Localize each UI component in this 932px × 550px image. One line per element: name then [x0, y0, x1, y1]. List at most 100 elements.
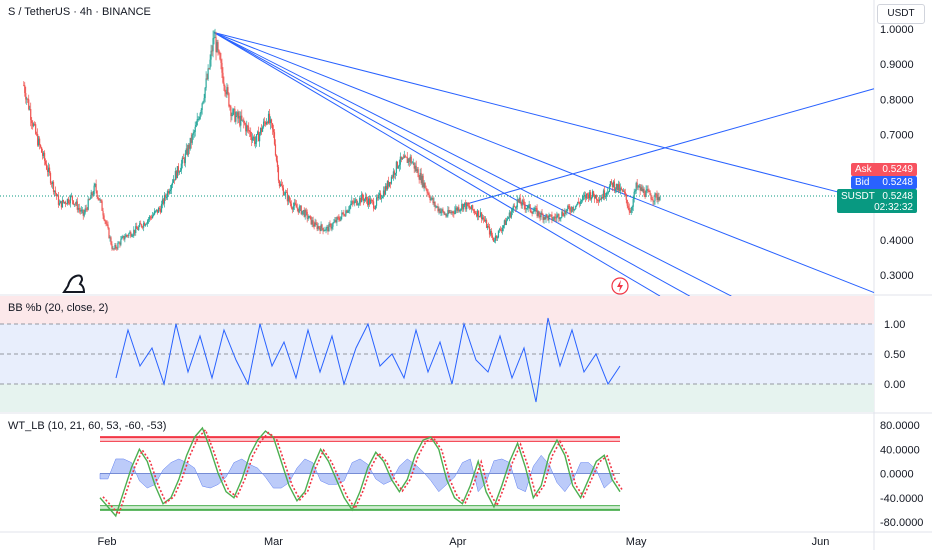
candle-body	[493, 240, 496, 242]
candle-body	[250, 131, 252, 137]
candle-body	[396, 161, 398, 168]
candle-body	[479, 216, 481, 218]
candle-body	[515, 207, 517, 209]
candle-body	[159, 209, 162, 213]
candle-body	[330, 223, 332, 229]
candle-body	[588, 194, 590, 199]
candle-body	[392, 171, 394, 178]
candle-body	[33, 124, 35, 127]
candle-body	[358, 203, 360, 205]
candle-body	[544, 217, 546, 220]
candle-body	[28, 99, 30, 110]
candle-body	[615, 183, 617, 190]
candle-body	[534, 208, 536, 211]
candle-body	[196, 119, 198, 126]
candle-body	[419, 172, 421, 180]
candle-body	[140, 223, 142, 225]
candle-body	[307, 218, 309, 219]
candle-body	[514, 206, 516, 209]
candle-body	[120, 239, 122, 245]
candle-body	[363, 197, 365, 202]
candle-body	[353, 202, 355, 204]
candle-body	[608, 186, 611, 192]
candle-body	[246, 125, 248, 132]
candle-body	[311, 220, 313, 225]
candle-body	[300, 206, 302, 215]
candle-body	[179, 170, 181, 172]
candle-body	[638, 185, 640, 187]
candle-body	[316, 224, 318, 230]
candle-body	[644, 195, 646, 197]
candle-body	[234, 108, 236, 122]
candle-body	[647, 189, 649, 192]
candle-body	[499, 229, 502, 231]
candle-body	[111, 244, 113, 249]
candle-body	[285, 191, 287, 193]
candle-body	[427, 192, 429, 194]
candle-body	[34, 124, 36, 125]
candle-body	[67, 198, 69, 203]
candle-body	[346, 210, 348, 213]
candle-body	[215, 37, 217, 53]
candle-body	[203, 98, 205, 102]
candle-body	[580, 201, 582, 204]
candle-body	[278, 180, 281, 187]
candle-body	[132, 234, 134, 236]
candle-body	[415, 165, 417, 172]
candle-body	[531, 212, 533, 214]
candle-body	[444, 214, 446, 215]
candle-body	[314, 222, 316, 227]
bb-panel-title: BB %b (20, close, 2)	[8, 302, 109, 314]
candle-body	[293, 202, 295, 207]
candle-body	[323, 230, 325, 232]
candle-body	[394, 173, 396, 175]
candle-body	[450, 212, 452, 213]
candle-body	[637, 186, 639, 188]
candle-body	[263, 121, 266, 123]
candle-body	[126, 234, 128, 236]
candle-body	[428, 193, 430, 198]
candle-body	[578, 201, 580, 203]
candle-body	[208, 68, 210, 70]
candle-body	[634, 190, 636, 192]
last-label: SUSDT	[841, 191, 875, 202]
candle-body	[134, 229, 136, 233]
candle-body	[261, 127, 264, 132]
candle-body	[398, 164, 400, 167]
candle-body	[210, 50, 212, 60]
candle-body	[274, 144, 277, 156]
candle-body	[198, 118, 200, 120]
candle-body	[188, 145, 190, 149]
candle-body	[399, 156, 401, 165]
candle-body	[249, 131, 251, 132]
candle-body	[607, 191, 610, 193]
candle-body	[648, 191, 650, 192]
candle-body	[567, 205, 569, 210]
candle-body	[472, 205, 474, 210]
wt-diff-area	[99, 454, 613, 493]
candle-body	[649, 191, 651, 196]
candle-body	[371, 200, 374, 202]
candle-body	[170, 184, 173, 190]
candle-body	[112, 248, 114, 250]
candle-body	[128, 233, 130, 236]
candle-body	[512, 205, 514, 210]
candle-body	[478, 210, 480, 218]
candle-body	[142, 226, 144, 228]
candle-body	[613, 181, 615, 191]
currency-button[interactable]: USDT	[877, 4, 925, 24]
candle-body	[54, 190, 57, 194]
candle-body	[176, 166, 178, 179]
candle-body	[32, 123, 34, 127]
candle-body	[262, 121, 265, 128]
candle-body	[194, 126, 196, 132]
time-axis-label: Apr	[449, 536, 466, 548]
candle-body	[549, 214, 551, 216]
wt-tick-label: 0.0000	[880, 469, 914, 481]
candle-body	[39, 138, 41, 145]
candle-body	[244, 122, 246, 125]
candle-body	[639, 185, 641, 191]
candle-body	[294, 202, 296, 205]
wt-tick-label: 80.0000	[880, 420, 920, 432]
